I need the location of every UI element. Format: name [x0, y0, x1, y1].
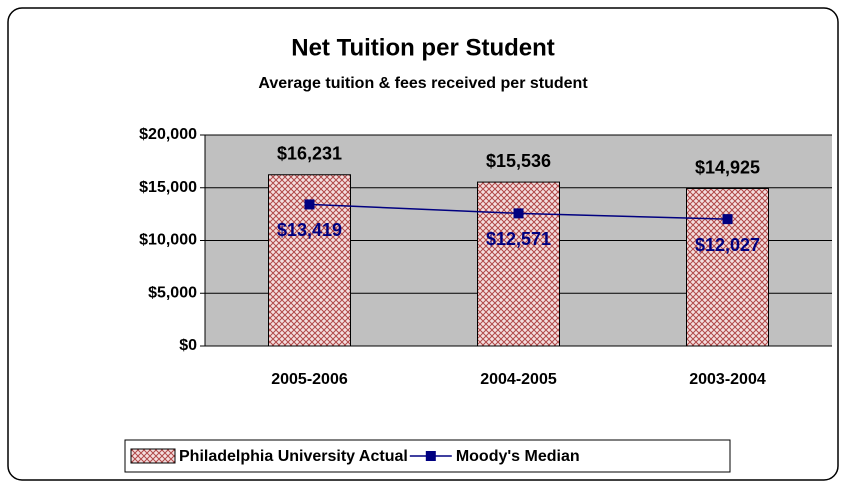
chart-title: Net Tuition per Student: [291, 34, 555, 61]
legend-label: Philadelphia University Actual: [179, 448, 408, 465]
y-tick-label: $15,000: [139, 179, 197, 196]
y-tick-label: $5,000: [148, 284, 197, 301]
bar: [686, 188, 769, 347]
x-tick-label: 2005-2006: [271, 371, 348, 388]
line-marker: [722, 214, 733, 225]
legend-swatch: [130, 448, 176, 464]
x-tick-label: 2003-2004: [689, 371, 766, 388]
bar-value-label: $15,536: [486, 151, 551, 171]
line-value-label: $13,419: [277, 220, 342, 240]
y-tick-label: $20,000: [139, 126, 197, 143]
line-marker: [304, 199, 315, 210]
legend-swatch-marker: [425, 451, 436, 461]
line-value-label: $12,027: [695, 235, 760, 255]
y-tick-label: $0: [179, 337, 197, 354]
bar-value-label: $14,925: [695, 157, 760, 177]
y-tick-label: $10,000: [139, 232, 197, 249]
line-marker: [513, 208, 524, 219]
bar: [477, 181, 560, 347]
bar-value-label: $16,231: [277, 144, 342, 164]
legend-label: Moody's Median: [456, 448, 580, 465]
chart-subtitle: Average tuition & fees received per stud…: [258, 75, 588, 92]
line-value-label: $12,571: [486, 229, 551, 249]
x-tick-label: 2004-2005: [480, 371, 557, 388]
